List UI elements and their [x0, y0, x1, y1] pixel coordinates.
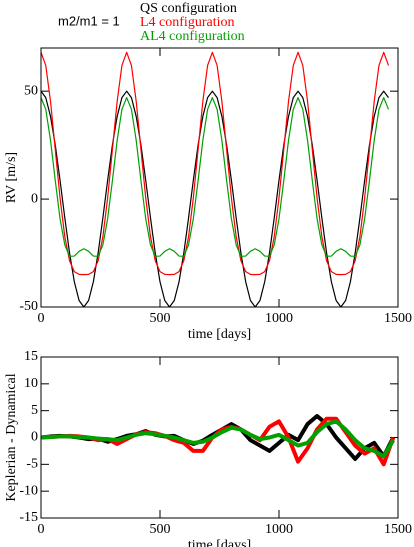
y-tick-label: 15 [24, 349, 38, 364]
y-tick-label: -10 [19, 483, 38, 498]
y-tick-label: -15 [19, 510, 38, 525]
y-tick-label: 10 [24, 376, 38, 391]
legend-entry: QS configuration [140, 1, 237, 16]
series-line [41, 51, 390, 276]
x-tick-label: 1000 [265, 311, 293, 326]
y-tick-label: -5 [26, 457, 38, 472]
plot-frame [40, 47, 399, 308]
x-tick-label: 1500 [384, 311, 412, 326]
plot-frame [40, 356, 399, 519]
y-tick-label: 5 [31, 403, 38, 418]
x-tick-label: 1000 [265, 522, 293, 537]
legend-entry: AL4 configuration [140, 29, 245, 44]
series-line [41, 90, 389, 307]
x-tick-label: 0 [38, 522, 45, 537]
y-tick-label: -50 [19, 299, 38, 314]
y-tick-label: 50 [24, 83, 38, 98]
x-tick-label: 1500 [384, 522, 412, 537]
legend-entry: L4 configuration [140, 15, 234, 30]
series-line [41, 97, 390, 257]
annotation: m2/m1 = 1 [58, 13, 120, 28]
x-tick-label: 500 [150, 522, 171, 537]
y-tick-label: 0 [31, 191, 38, 206]
y-tick-label: 0 [31, 430, 38, 445]
x-tick-label: 0 [38, 311, 45, 326]
y-axis-label: RV [m/s] [4, 152, 19, 203]
x-tick-label: 500 [150, 311, 171, 326]
x-axis-label: time [days] [188, 538, 251, 547]
series-line [41, 419, 395, 459]
x-axis-label: time [days] [188, 327, 251, 342]
y-axis-label: Keplerian - Dynamical [4, 373, 19, 501]
